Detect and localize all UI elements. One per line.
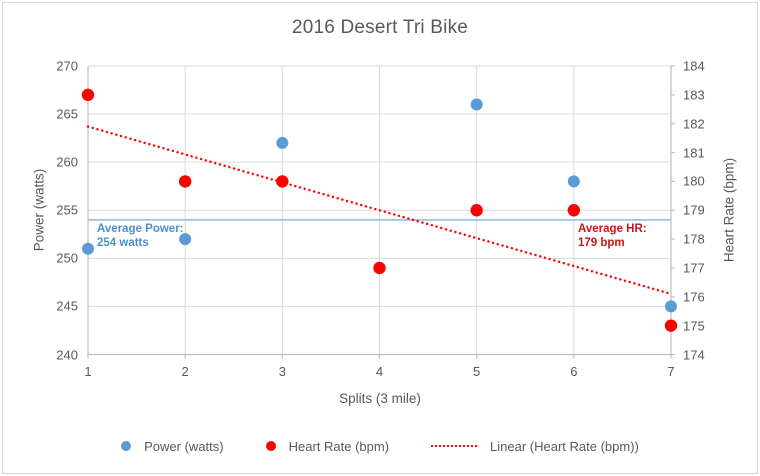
legend-label-power: Power (watts) bbox=[144, 438, 224, 454]
power-marker-icon bbox=[121, 441, 132, 451]
heart-rate-point bbox=[178, 175, 192, 188]
legend-item-power: Power (watts) bbox=[121, 438, 224, 454]
heart-rate-point bbox=[567, 204, 581, 217]
average-hr-label-line1: Average HR: bbox=[578, 223, 647, 235]
power-point bbox=[567, 175, 580, 188]
average-power-label-line1: Average Power: bbox=[97, 223, 184, 235]
heart-rate-point bbox=[373, 261, 386, 275]
average-hr-annotation: Average HR: 179 bpm bbox=[578, 222, 647, 250]
power-point bbox=[82, 242, 94, 255]
average-power-annotation: Average Power: 254 watts bbox=[97, 222, 184, 250]
power-point bbox=[470, 98, 483, 111]
trendline bbox=[86, 125, 673, 296]
x-axis-title: Splits (3 mile) bbox=[339, 391, 421, 406]
average-hr-label-line2: 179 bpm bbox=[578, 237, 625, 249]
left-axis-title: Power (watts) bbox=[31, 168, 47, 252]
heart-rate-point bbox=[276, 175, 289, 188]
heart-rate-marker-icon bbox=[265, 441, 276, 451]
chart-title: 2016 Desert Tri Bike bbox=[291, 17, 469, 38]
trendline-marker-icon bbox=[431, 445, 478, 447]
heart-rate-point bbox=[81, 88, 95, 102]
legend: Power (watts) Heart Rate (bpm) Linear (H… bbox=[0, 437, 760, 455]
heart-rate-point bbox=[664, 319, 678, 332]
legend-item-trendline: Linear (Heart Rate (bpm)) bbox=[431, 439, 639, 454]
power-point bbox=[665, 300, 677, 313]
legend-label-trendline: Linear (Heart Rate (bpm)) bbox=[490, 438, 639, 454]
average-power-label-line2: 254 watts bbox=[97, 237, 149, 249]
power-point bbox=[276, 136, 289, 149]
right-axis-title: Heart Rate (bpm) bbox=[721, 157, 737, 263]
legend-label-heart-rate: Heart Rate (bpm) bbox=[288, 438, 390, 454]
heart-rate-point bbox=[470, 204, 483, 217]
power-point bbox=[179, 233, 192, 246]
legend-item-heart-rate: Heart Rate (bpm) bbox=[265, 438, 390, 454]
